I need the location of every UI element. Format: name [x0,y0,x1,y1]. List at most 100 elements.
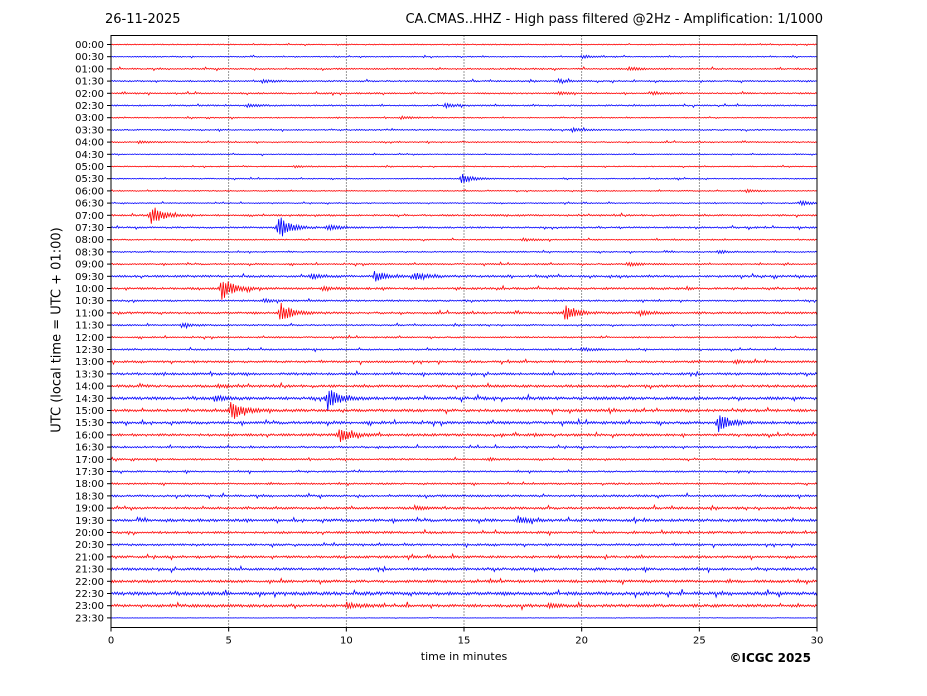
y-tick-label: 17:30 [75,467,104,478]
date-label: 26-11-2025 [105,12,181,27]
trace-17:00 [110,456,818,463]
y-tick-label: 03:00 [75,113,104,124]
trace-00:30 [110,54,818,60]
trace-09:30 [110,271,818,282]
y-tick-label: 16:30 [75,443,104,454]
trace-group [110,42,818,619]
y-tick-label: 01:30 [75,77,104,88]
y-tick-label: 15:30 [75,418,104,429]
trace-06:30 [110,199,818,207]
grid-lines [228,35,700,628]
y-tick-label: 09:00 [75,260,104,271]
y-tick-label: 22:00 [75,577,104,588]
trace-20:30 [110,541,818,549]
trace-18:00 [110,481,818,487]
y-tick-label: 21:30 [75,565,104,576]
y-tick-label: 21:00 [75,552,104,563]
trace-14:30 [110,390,818,412]
x-tick-label-30: 30 [811,636,824,647]
y-tick-label: 13:00 [75,357,104,368]
trace-22:30 [110,588,818,599]
y-tick-label: 11:00 [75,308,104,319]
chart-title: CA.CMAS..HHZ - High pass filtered @2Hz -… [405,12,823,27]
y-tick-label: 01:00 [75,64,104,75]
trace-04:00 [110,139,818,145]
trace-07:30 [110,217,818,237]
trace-06:00 [110,188,818,194]
y-tick-label: 22:30 [75,589,104,600]
y-tick-label: 15:00 [75,406,104,417]
y-tick-label: 10:30 [75,296,104,307]
trace-23:00 [110,601,818,611]
y-tick-label: 23:00 [75,601,104,612]
trace-19:00 [110,503,818,512]
y-tick-label: 07:00 [75,211,104,222]
trace-20:00 [110,528,818,537]
trace-21:00 [110,552,818,561]
y-tick-label: 11:30 [75,321,104,332]
trace-02:00 [110,90,818,97]
y-tick-label: 10:00 [75,284,104,295]
y-tick-label: 04:00 [75,138,104,149]
y-tick-label: 12:00 [75,333,104,344]
y-tick-label: 04:30 [75,150,104,161]
y-tick-label: 14:00 [75,382,104,393]
trace-13:30 [110,370,818,378]
x-tick-label-0: 0 [108,636,114,647]
y-tick-label: 00:00 [75,40,104,51]
trace-00:00 [110,42,818,47]
trace-05:30 [110,174,818,183]
trace-12:30 [110,346,818,353]
y-tick-label: 09:30 [75,272,104,283]
trace-14:00 [110,381,818,391]
y-tick-label: 18:30 [75,491,104,502]
y-tick-label: 20:00 [75,528,104,539]
trace-23:30 [110,616,818,619]
x-tick-label-5: 5 [225,636,231,647]
trace-21:30 [110,565,818,574]
trace-11:30 [110,322,818,330]
trace-02:30 [110,102,818,110]
copyright-label: ©ICGC 2025 [729,651,811,665]
trace-18:30 [110,492,818,500]
trace-01:30 [110,77,818,85]
y-tick-label: 08:00 [75,235,104,246]
trace-17:30 [110,468,818,475]
trace-01:00 [110,65,818,72]
trace-03:00 [110,115,818,121]
y-tick-label: 19:30 [75,516,104,527]
trace-15:30 [110,415,818,433]
plot-frame [110,35,818,628]
y-tick-label: 14:30 [75,394,104,405]
x-axis-label: time in minutes [420,650,508,663]
y-tick-label: 08:30 [75,247,104,258]
y-tick-label: 19:00 [75,504,104,515]
trace-15:00 [110,402,818,419]
y-tick-label: 06:30 [75,199,104,210]
y-tick-label: 18:00 [75,479,104,490]
x-ticks: 0 5 10 15 20 25 30 [108,627,824,647]
y-tick-label: 16:00 [75,430,104,441]
y-tick-label: 05:30 [75,174,104,185]
trace-10:00 [110,281,818,300]
x-tick-label-15: 15 [458,636,471,647]
y-tick-label: 12:30 [75,345,104,356]
trace-03:30 [110,126,818,134]
trace-07:00 [110,207,818,224]
y-tick-label: 05:00 [75,162,104,173]
trace-19:30 [110,515,818,525]
y-tick-label: 00:30 [75,52,104,63]
trace-11:00 [110,302,818,320]
y-tick-label: 23:30 [75,613,104,624]
x-tick-label-25: 25 [693,636,706,647]
y-tick-label: 03:30 [75,125,104,136]
trace-22:00 [110,577,818,586]
x-tick-label-20: 20 [575,636,588,647]
y-tick-label: 02:30 [75,101,104,112]
x-tick-label-10: 10 [340,636,353,647]
y-tick-label: 13:30 [75,369,104,380]
trace-05:00 [110,164,818,169]
trace-09:00 [110,261,818,268]
